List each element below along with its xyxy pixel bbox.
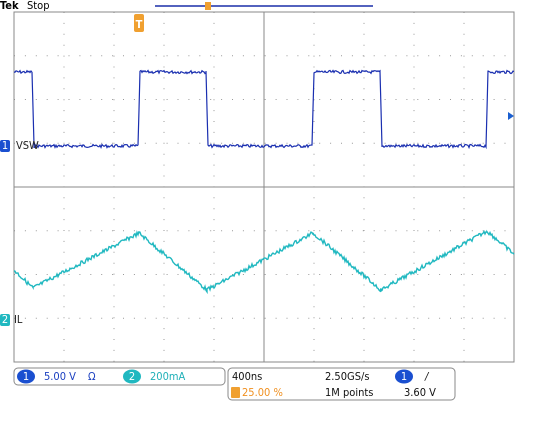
trigger-position-badge xyxy=(231,387,240,398)
ch2-badge-number: 2 xyxy=(129,370,135,383)
trigger-source-badge xyxy=(395,369,413,384)
trigger-level-marker xyxy=(508,112,514,120)
trigger-source: 1 xyxy=(401,370,407,383)
time-scale: 400ns xyxy=(232,370,262,383)
ch1-badge-number: 1 xyxy=(23,370,29,383)
run-status: Stop xyxy=(27,0,50,12)
ch2-marker-number: 2 xyxy=(2,313,8,326)
trigger-position-marker xyxy=(134,14,144,32)
ch1-waveform xyxy=(13,69,515,150)
ch2-waveform xyxy=(13,229,515,295)
ch1-scale: 5.00 V xyxy=(44,370,76,383)
trigger-slope: / xyxy=(424,370,430,383)
ch2-scale: 200mA xyxy=(150,370,186,383)
record-view-marker xyxy=(205,2,211,10)
ch2-badge xyxy=(123,369,141,384)
ch2-label: IL xyxy=(14,313,23,326)
ch2-marker xyxy=(0,314,10,326)
sample-rate: 2.50GS/s xyxy=(325,370,369,383)
ch1-badge xyxy=(17,369,35,384)
ch1-label: VSW xyxy=(16,139,39,152)
ch1-marker-number: 1 xyxy=(2,139,8,152)
record-length: 1M points xyxy=(325,386,373,399)
ch1-coupling: Ω xyxy=(88,370,96,383)
trigger-marker-text: T xyxy=(136,18,143,31)
trigger-position: 25.00 % xyxy=(242,386,283,399)
trigger-level: 3.60 V xyxy=(404,386,436,399)
ch1-marker xyxy=(0,140,10,152)
brand: Tek xyxy=(0,0,19,12)
channel-readout xyxy=(13,367,226,386)
